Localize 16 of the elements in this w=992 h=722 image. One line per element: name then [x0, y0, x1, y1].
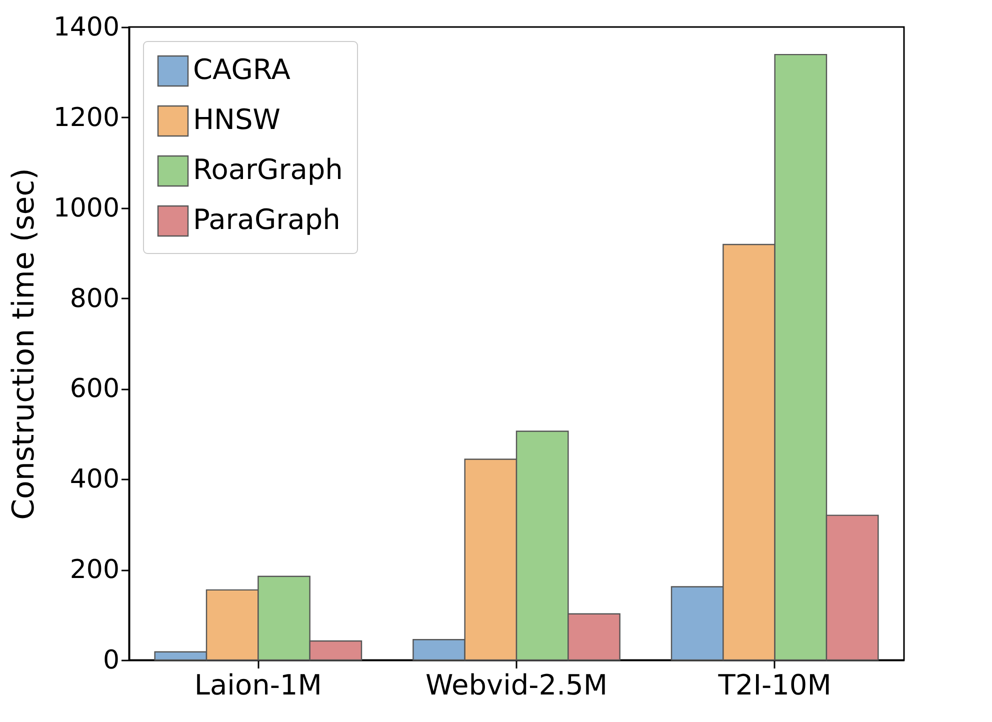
- legend-label: HNSW: [193, 103, 280, 136]
- y-tick-label: 1200: [53, 102, 120, 133]
- y-tick-label: 200: [70, 555, 120, 586]
- y-tick-label: 600: [70, 374, 120, 404]
- y-tick-label: 0: [102, 646, 120, 676]
- y-tick-label: 1000: [53, 193, 120, 224]
- y-tick-label: 1400: [53, 12, 120, 42]
- legend-label: ParaGraph: [193, 203, 340, 236]
- y-tick-label: 400: [70, 464, 120, 495]
- legend-label: RoarGraph: [193, 153, 343, 186]
- y-axis-title: Construction time (sec): [6, 168, 42, 520]
- x-tick-label: T2I-10M: [717, 668, 832, 702]
- y-tick-label: 800: [70, 284, 120, 314]
- x-tick-label: Laion-1M: [194, 668, 322, 702]
- legend-label: CAGRA: [193, 53, 290, 86]
- x-tick-label: Webvid-2.5M: [426, 668, 608, 702]
